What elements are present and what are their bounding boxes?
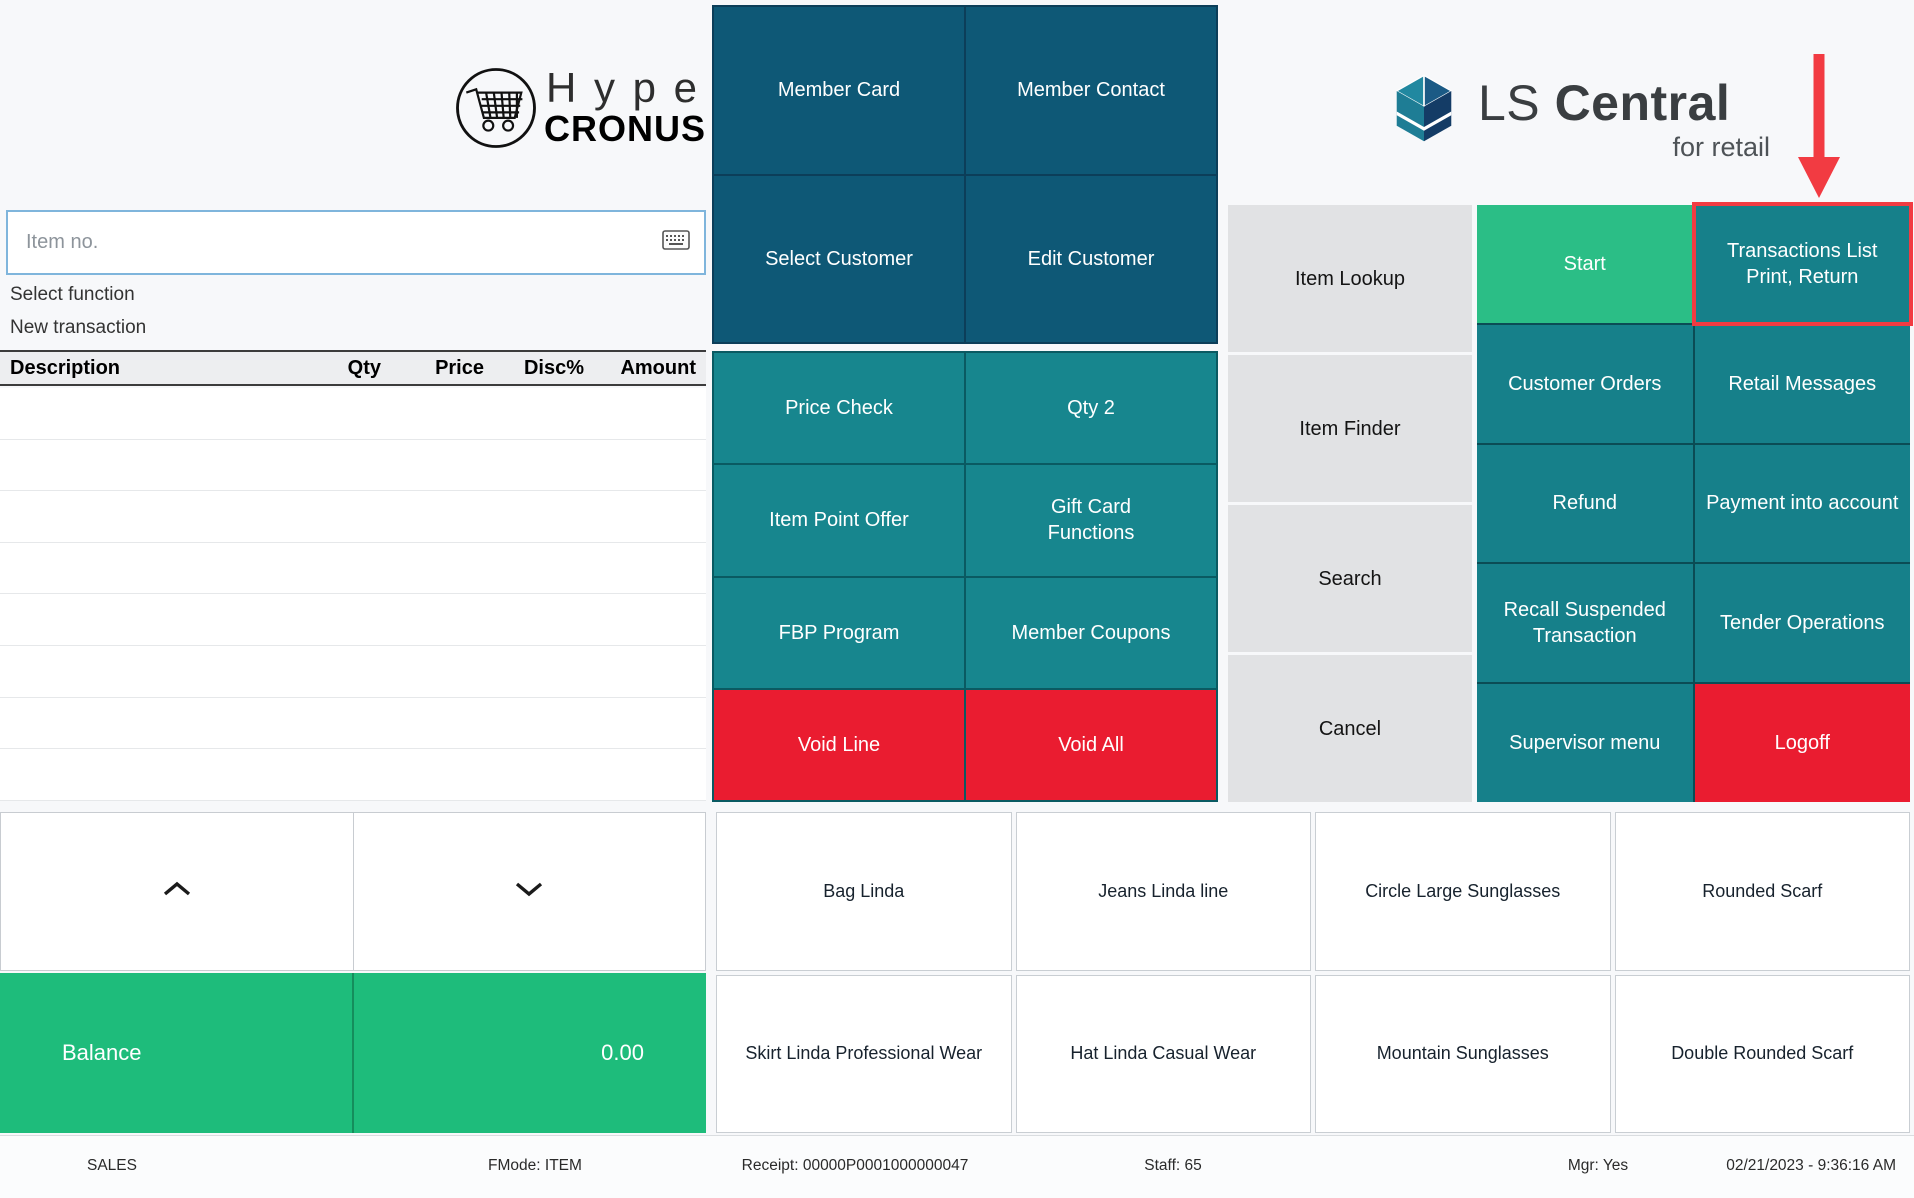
gift-card-functions-button[interactable]: Gift Card Functions	[966, 465, 1216, 576]
journal-rows	[0, 388, 706, 801]
retail-messages-button[interactable]: Retail Messages	[1694, 324, 1910, 443]
void-all-button[interactable]: Void All	[966, 689, 1216, 800]
select-customer-button[interactable]: Select Customer	[714, 175, 964, 342]
action-button-grid: Start Transactions List Print, Return Cu…	[1477, 202, 1913, 802]
table-row	[0, 388, 706, 440]
fbp-program-button[interactable]: FBP Program	[714, 577, 964, 688]
product-double-rounded-scarf[interactable]: Double Rounded Scarf	[1614, 974, 1910, 1133]
product-mountain-sunglasses[interactable]: Mountain Sunglasses	[1315, 974, 1611, 1133]
customer-orders-button[interactable]: Customer Orders	[1477, 324, 1693, 443]
product-button-grid: Bag Linda Jeans Linda line Circle Large …	[716, 812, 1910, 1133]
qty-2-button[interactable]: Qty 2	[966, 353, 1216, 464]
edit-customer-button[interactable]: Edit Customer	[966, 175, 1216, 342]
item-lookup-button[interactable]: Item Lookup	[1228, 205, 1472, 352]
column-price: Price	[435, 356, 484, 379]
annotation-arrow-down-icon	[1797, 54, 1841, 204]
item-point-offer-button[interactable]: Item Point Offer	[714, 465, 964, 576]
product-rounded-scarf[interactable]: Rounded Scarf	[1614, 812, 1910, 971]
status-datetime: 02/21/2023 - 9:36:16 AM	[1726, 1157, 1896, 1174]
column-qty: Qty	[347, 356, 381, 379]
item-number-input[interactable]	[8, 231, 662, 254]
logoff-button[interactable]: Logoff	[1694, 684, 1910, 802]
search-button[interactable]: Search	[1228, 505, 1472, 652]
refund-button[interactable]: Refund	[1477, 444, 1693, 563]
function-button-grid: Price Check Qty 2 Item Point Offer Gift …	[712, 351, 1218, 802]
new-transaction-label: New transaction	[10, 317, 147, 338]
payment-into-account-button[interactable]: Payment into account	[1694, 444, 1910, 563]
product-circle-large-sunglasses[interactable]: Circle Large Sunglasses	[1315, 812, 1611, 971]
status-fmode: FMode: ITEM	[488, 1157, 582, 1174]
chevron-down-icon	[514, 881, 544, 902]
product-bag-linda[interactable]: Bag Linda	[716, 812, 1012, 971]
ls-central-wordmark: LS Central for retail	[1478, 74, 1778, 163]
status-staff: Staff: 65	[1144, 1157, 1202, 1174]
ls-tagline: for retail	[1672, 132, 1770, 162]
select-function-label: Select function	[10, 284, 135, 305]
table-row	[0, 491, 706, 543]
ls-name: Central	[1554, 75, 1731, 131]
keyboard-icon[interactable]	[662, 230, 690, 255]
status-mode: SALES	[87, 1157, 137, 1174]
ls-prefix: LS	[1478, 75, 1555, 131]
product-skirt-linda-professional-wear[interactable]: Skirt Linda Professional Wear	[716, 974, 1012, 1133]
scroll-down-button[interactable]	[353, 812, 706, 971]
table-row	[0, 439, 706, 492]
price-check-button[interactable]: Price Check	[714, 353, 964, 464]
column-disc: Disc%	[523, 356, 584, 379]
item-number-field-wrap	[6, 210, 706, 275]
scroll-up-button[interactable]	[0, 812, 354, 971]
status-manager: Mgr: Yes	[1567, 1157, 1629, 1174]
balance-row: Balance 0.00	[0, 973, 706, 1133]
transactions-list-print-return-button[interactable]: Transactions List Print, Return	[1691, 202, 1913, 326]
tender-operations-button[interactable]: Tender Operations	[1694, 564, 1910, 683]
status-receipt: Receipt: 00000P0001000000047	[741, 1157, 969, 1174]
table-row	[0, 749, 706, 801]
supervisor-menu-button[interactable]: Supervisor menu	[1477, 684, 1693, 802]
ls-central-cube-icon	[1393, 62, 1455, 161]
brand-hyper: Hyper	[546, 64, 747, 111]
cancel-button[interactable]: Cancel	[1228, 655, 1472, 802]
table-row	[0, 697, 706, 750]
member-coupons-button[interactable]: Member Coupons	[966, 577, 1216, 688]
customer-button-grid: Member Card Member Contact Select Custom…	[712, 5, 1218, 344]
start-button[interactable]: Start	[1477, 205, 1693, 323]
journal-scroll-buttons	[0, 812, 706, 971]
balance-label: Balance	[0, 973, 354, 1133]
table-row	[0, 645, 706, 698]
status-bar: SALES FMode: ITEM Receipt: 00000P0001000…	[0, 1135, 1914, 1198]
product-jeans-linda-line[interactable]: Jeans Linda line	[1015, 812, 1311, 971]
column-amount: Amount	[620, 356, 696, 379]
table-row	[0, 542, 706, 595]
void-line-button[interactable]: Void Line	[714, 689, 964, 800]
chevron-up-icon	[162, 881, 192, 902]
lookup-button-column: Item Lookup Item Finder Search Cancel	[1228, 205, 1472, 802]
column-description: Description	[10, 356, 121, 379]
balance-value: 0.00	[354, 973, 706, 1133]
member-contact-button[interactable]: Member Contact	[966, 7, 1216, 174]
brand-cronus: CRONUS	[544, 108, 707, 149]
table-row	[0, 594, 706, 646]
journal-table-header: Description Qty Price Disc% Amount	[0, 350, 706, 386]
member-card-button[interactable]: Member Card	[714, 7, 964, 174]
shopping-cart-icon	[452, 64, 540, 157]
recall-suspended-transaction-button[interactable]: Recall Suspended Transaction	[1477, 564, 1693, 683]
product-hat-linda-casual-wear[interactable]: Hat Linda Casual Wear	[1015, 974, 1311, 1133]
item-finder-button[interactable]: Item Finder	[1228, 355, 1472, 502]
